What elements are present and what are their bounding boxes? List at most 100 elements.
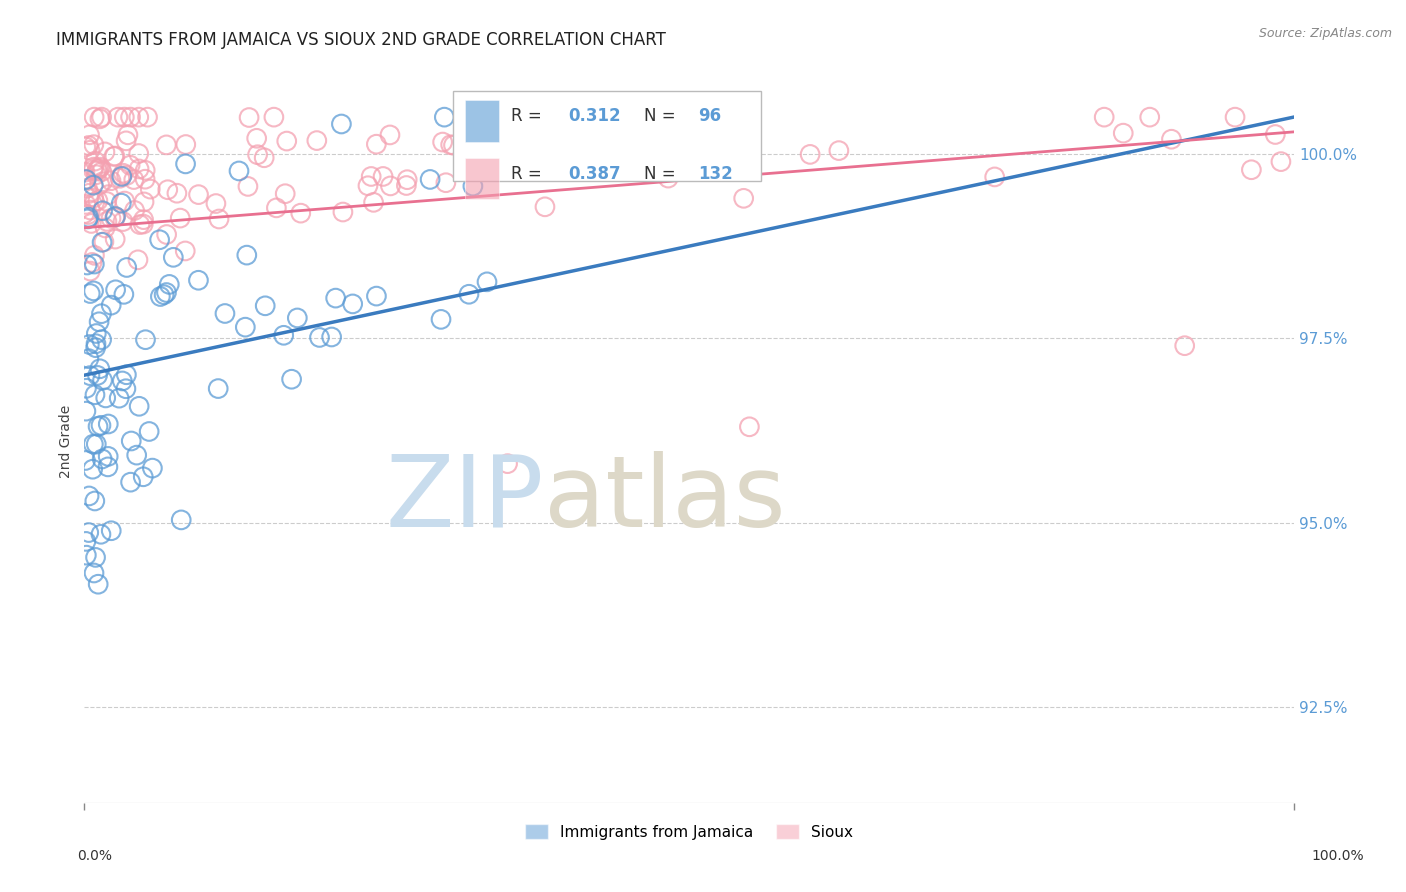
Point (128, 146, 150, 161)
Point (128, 399, 150, 413)
Point (77, 211, 100, 225)
Point (187, 273, 209, 287)
Point (149, 233, 172, 247)
Point (321, 330, 343, 344)
Point (91, 203, 114, 218)
Point (357, 178, 380, 193)
Point (86, 162, 108, 177)
Point (100, 174, 122, 188)
Point (136, 110, 159, 124)
Point (371, 169, 394, 184)
Point (174, 137, 197, 152)
Point (363, 195, 385, 210)
Point (87, 161, 110, 176)
Point (290, 206, 312, 220)
Point (75, 453, 97, 467)
Point (83, 160, 105, 174)
Bar (465, 158, 499, 200)
Point (79, 264, 101, 278)
Point (125, 448, 148, 462)
Point (89, 361, 111, 376)
Point (120, 475, 142, 490)
Point (84, 341, 107, 355)
Point (84, 388, 107, 402)
Text: 0.387: 0.387 (568, 165, 620, 183)
Point (90, 307, 112, 321)
Point (77, 191, 100, 205)
Point (84, 154, 107, 169)
Point (342, 297, 364, 311)
Point (132, 194, 155, 209)
Point (89, 112, 111, 126)
Point (86, 168, 108, 182)
Point (380, 178, 402, 193)
Point (496, 457, 519, 471)
Point (83, 191, 105, 205)
Point (75, 534, 97, 549)
Point (134, 333, 156, 347)
Point (305, 134, 328, 148)
Point (733, 191, 755, 205)
Point (430, 312, 453, 326)
Point (79, 186, 101, 201)
Point (1240, 162, 1263, 177)
Point (236, 179, 259, 194)
Text: Source: ZipAtlas.com: Source: ZipAtlas.com (1258, 27, 1392, 40)
Text: N =: N = (644, 107, 681, 126)
Text: N =: N = (644, 165, 681, 183)
Point (90, 164, 112, 178)
Point (478, 110, 501, 124)
Point (97, 450, 120, 464)
Point (75, 404, 97, 418)
Point (127, 252, 149, 267)
Point (83, 137, 105, 152)
Point (238, 111, 260, 125)
Point (396, 172, 419, 186)
Point (77, 138, 100, 153)
Point (1174, 339, 1197, 353)
Point (461, 179, 484, 194)
Point (79, 202, 101, 217)
Point (280, 372, 302, 386)
Point (1092, 110, 1115, 124)
Text: 0.0%: 0.0% (77, 849, 112, 863)
Point (79, 286, 101, 301)
Point (276, 134, 298, 148)
Point (132, 470, 155, 484)
Point (76, 181, 98, 195)
Point (77, 351, 100, 366)
Point (378, 128, 401, 142)
Point (149, 289, 172, 303)
Point (110, 196, 132, 211)
Point (75, 140, 97, 154)
Point (94, 391, 117, 405)
Point (266, 201, 288, 215)
Point (111, 214, 134, 228)
Point (156, 227, 179, 242)
Point (274, 186, 297, 201)
Point (120, 434, 142, 448)
Point (120, 158, 142, 172)
Point (79, 368, 101, 383)
Point (104, 232, 127, 246)
Point (91, 452, 114, 467)
Point (104, 283, 127, 297)
Point (366, 137, 388, 152)
Point (174, 244, 197, 258)
Point (77, 489, 100, 503)
Point (91, 175, 114, 189)
Point (254, 299, 277, 313)
Point (228, 164, 250, 178)
Point (75, 197, 97, 211)
Point (134, 172, 156, 186)
Point (90, 418, 112, 433)
Point (332, 205, 354, 219)
Point (83, 566, 105, 580)
Text: 100.0%: 100.0% (1312, 849, 1364, 863)
Point (395, 178, 418, 193)
Point (73, 165, 96, 179)
Point (153, 287, 176, 301)
Point (433, 110, 456, 124)
Point (84, 437, 107, 451)
Point (111, 169, 134, 184)
